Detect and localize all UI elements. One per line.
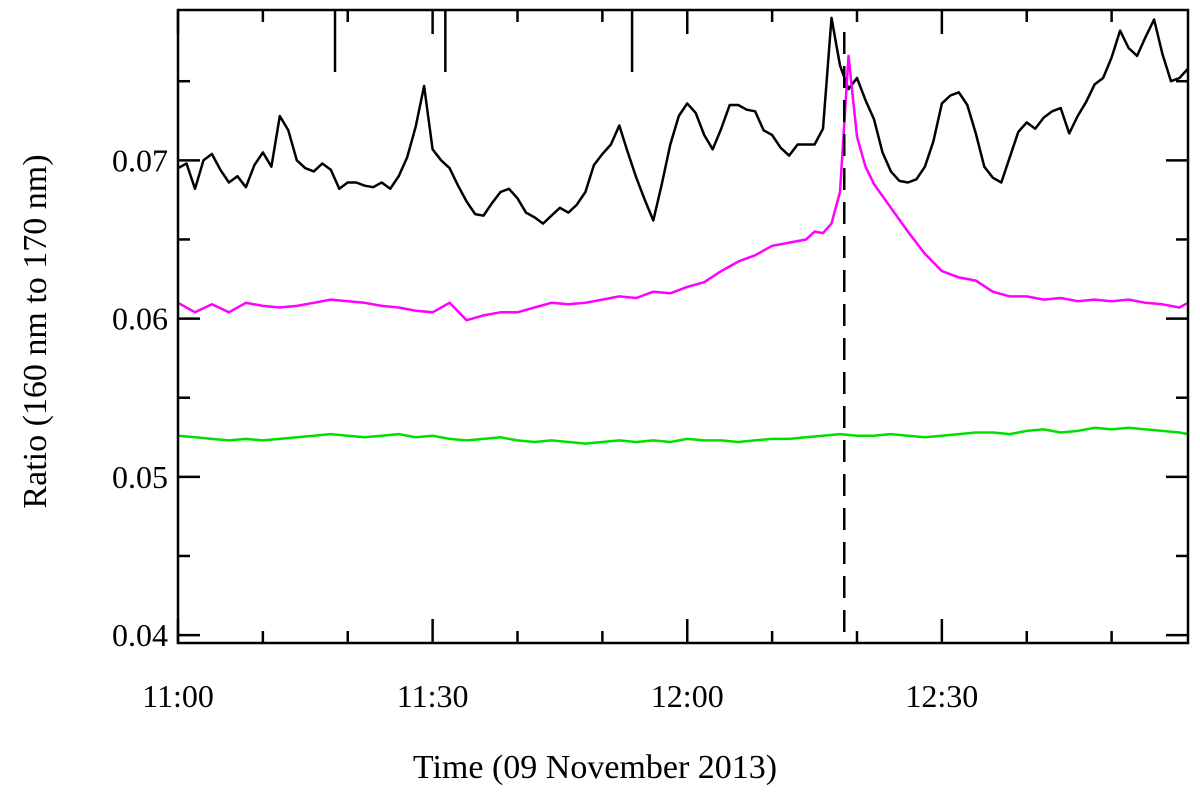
plot-frame — [176, 8, 1190, 645]
tick-labels: 11:00 11:30 12:00 12:30 0.04 0.05 0.06 0.07 — [112, 142, 978, 714]
x-tick-label: 11:00 — [142, 678, 214, 714]
event-markers — [333, 10, 846, 643]
series-line-1 — [177, 16, 1189, 225]
data-series — [177, 16, 1189, 445]
y-axis-title: Ratio (160 nm to 170 nm) — [17, 154, 54, 508]
x-tick-label: 12:00 — [651, 678, 724, 714]
y-tick-label: 0.06 — [112, 301, 168, 337]
x-axis-title: Time (09 November 2013) — [413, 749, 777, 786]
y-tick-label: 0.05 — [112, 459, 168, 495]
axis-ticks — [176, 10, 1188, 643]
y-tick-label: 0.07 — [112, 142, 168, 178]
series-line-2 — [177, 54, 1189, 322]
x-tick-label: 11:30 — [397, 678, 469, 714]
series-line-3 — [177, 426, 1189, 445]
x-tick-label: 12:30 — [905, 678, 978, 714]
y-tick-label: 0.04 — [112, 617, 168, 653]
